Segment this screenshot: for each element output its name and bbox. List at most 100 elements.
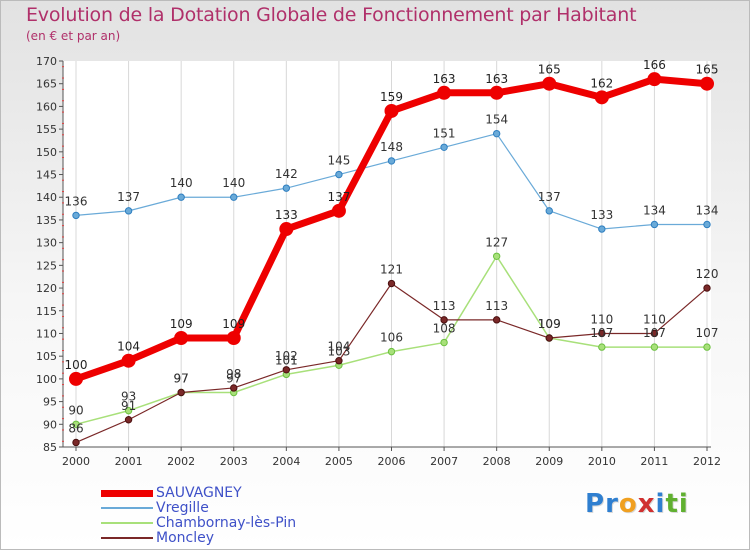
data-point-vregille-2003 [230, 193, 238, 201]
x-tick-label-2008: 2008 [483, 455, 511, 468]
data-label-chambornay-l-s-pin-2001: 93 [121, 390, 136, 404]
data-point-vregille-2001 [124, 207, 133, 215]
logo-letter: t [665, 489, 679, 519]
logo-letter: i [655, 489, 666, 519]
x-tick-label-2005: 2005 [325, 455, 353, 468]
data-point-vregille-2002 [177, 193, 185, 201]
data-label-chambornay-l-s-pin-2005: 103 [327, 344, 350, 358]
data-point-chambornay-l-s-pin-2000 [72, 420, 80, 428]
data-label-vregille-2000: 136 [65, 194, 88, 208]
data-label-vregille-2004: 142 [275, 167, 298, 181]
data-label-chambornay-l-s-pin-2008: 127 [485, 235, 508, 249]
data-point-vregille-2009 [545, 207, 553, 215]
data-label-vregille-2008: 154 [485, 113, 508, 127]
y-tick-label-135: 135 [36, 214, 57, 227]
data-point-vregille-2012 [703, 220, 711, 229]
data-label-moncley-2000: 86 [68, 421, 83, 435]
y-tick-label-140: 140 [36, 191, 57, 204]
data-point-vregille-2000 [72, 211, 80, 220]
data-point-sauvagney-2007 [437, 85, 452, 100]
data-label-vregille-2010: 133 [590, 208, 613, 222]
x-tick-label-2003: 2003 [220, 455, 248, 468]
data-point-vregille-2004 [282, 184, 291, 192]
data-label-moncley-2010: 110 [590, 312, 613, 326]
y-tick-label-90: 90 [43, 418, 57, 431]
data-point-moncley-2010 [598, 329, 606, 338]
data-label-sauvagney-2012: 165 [696, 63, 719, 77]
data-label-vregille-2002: 140 [170, 176, 193, 190]
data-label-chambornay-l-s-pin-2004: 101 [275, 353, 298, 367]
y-tick-label-160: 160 [36, 100, 57, 113]
data-point-vregille-2011 [650, 220, 659, 229]
data-label-sauvagney-2006: 159 [380, 90, 403, 104]
data-label-moncley-2012: 120 [696, 267, 719, 281]
legend-swatch [101, 507, 153, 509]
data-label-moncley-2011: 110 [643, 312, 666, 326]
chart-subtitle: (en € et par an) [26, 29, 121, 43]
data-label-chambornay-l-s-pin-2009: 109 [538, 317, 561, 331]
data-point-sauvagney-2002 [174, 331, 189, 346]
proxiti-logo: Proxiti [585, 489, 689, 519]
data-point-chambornay-l-s-pin-2008 [492, 252, 501, 260]
y-tick-label-165: 165 [36, 78, 57, 91]
data-point-chambornay-l-s-pin-2011 [650, 343, 659, 351]
y-tick-label-145: 145 [36, 169, 57, 182]
data-point-moncley-2002 [177, 388, 185, 397]
x-tick-label-2012: 2012 [693, 455, 721, 468]
legend-label: Vregille [156, 500, 209, 516]
data-point-vregille-2010 [598, 225, 606, 233]
data-label-moncley-2006: 121 [380, 263, 403, 277]
x-tick-label-2004: 2004 [272, 455, 300, 468]
data-label-vregille-2011: 134 [643, 203, 666, 217]
data-label-sauvagney-2001: 104 [117, 340, 140, 354]
data-label-moncley-2003: 98 [226, 367, 241, 381]
data-point-sauvagney-2006 [384, 103, 399, 118]
data-point-moncley-2000 [72, 438, 80, 447]
y-tick-label-110: 110 [36, 327, 57, 340]
x-tick-label-2006: 2006 [378, 455, 406, 468]
data-point-chambornay-l-s-pin-2001 [124, 406, 133, 415]
data-label-sauvagney-2009: 165 [538, 63, 561, 77]
data-label-moncley-2004: 102 [275, 349, 298, 363]
data-point-sauvagney-2009 [542, 76, 557, 91]
data-point-sauvagney-2004 [279, 222, 294, 237]
data-label-sauvagney-2008: 163 [485, 72, 508, 86]
data-label-sauvagney-2007: 163 [433, 72, 456, 86]
data-label-vregille-2001: 137 [117, 190, 140, 204]
data-point-chambornay-l-s-pin-2007 [440, 338, 448, 347]
data-label-moncley-2007: 113 [433, 299, 456, 313]
data-point-moncley-2007 [440, 316, 448, 324]
y-tick-label-85: 85 [43, 441, 57, 454]
x-tick-label-2007: 2007 [430, 455, 458, 468]
data-label-chambornay-l-s-pin-2011: 107 [643, 326, 666, 340]
data-point-chambornay-l-s-pin-2012 [703, 343, 711, 351]
data-label-vregille-2003: 140 [222, 176, 245, 190]
data-point-moncley-2004 [282, 366, 291, 374]
data-label-vregille-2007: 151 [433, 126, 456, 140]
y-tick-label-125: 125 [36, 259, 57, 272]
legend-swatch [101, 490, 153, 497]
data-point-sauvagney-2001 [121, 353, 136, 368]
x-tick-label-2010: 2010 [588, 455, 616, 468]
legend-swatch [101, 522, 153, 524]
data-label-moncley-2009: 109 [538, 317, 561, 331]
data-label-moncley-2005: 104 [327, 340, 350, 354]
logo-letter: x [637, 489, 656, 519]
legend-swatch [101, 537, 153, 539]
data-label-sauvagney-2004: 133 [275, 208, 298, 222]
data-point-moncley-2011 [650, 329, 659, 338]
data-point-chambornay-l-s-pin-2006 [387, 347, 396, 356]
data-point-moncley-2001 [124, 416, 133, 424]
x-tick-label-2002: 2002 [167, 455, 195, 468]
logo-letter: r [605, 489, 619, 519]
chart-title: Evolution de la Dotation Globale de Fonc… [26, 4, 637, 26]
data-point-moncley-2009 [545, 334, 553, 342]
data-point-sauvagney-2012 [700, 76, 714, 91]
y-tick-label-170: 170 [36, 55, 57, 68]
data-label-sauvagney-2010: 162 [590, 76, 613, 90]
data-label-chambornay-l-s-pin-2012: 107 [696, 326, 719, 340]
data-point-vregille-2005 [335, 170, 343, 179]
data-label-chambornay-l-s-pin-2000: 90 [68, 403, 83, 417]
